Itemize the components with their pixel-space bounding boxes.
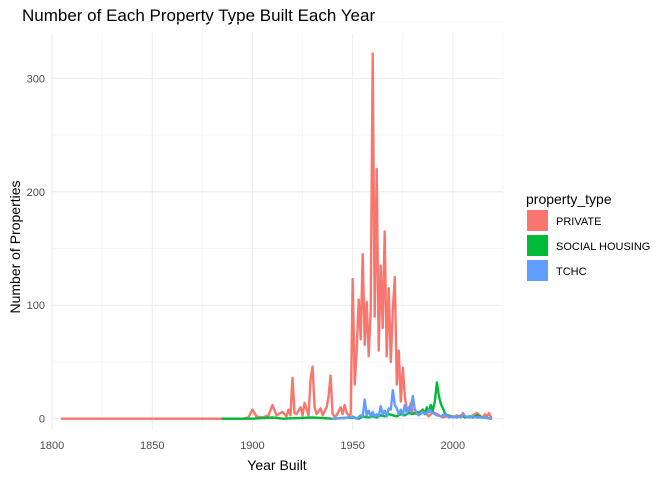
x-tick-label: 1950	[340, 440, 364, 452]
legend-title: property_type	[526, 191, 612, 207]
y-axis-title: Number of Properties	[7, 180, 23, 313]
series-line-tchc	[331, 389, 493, 420]
y-tick-label: 200	[27, 187, 45, 199]
legend-label: SOCIAL HOUSING	[556, 241, 650, 253]
x-tick-label: 1900	[240, 440, 264, 452]
x-tick-label: 2000	[441, 440, 465, 452]
y-axis-ticks: 0 100 200 300	[27, 73, 45, 425]
legend-swatch	[527, 260, 548, 281]
series-lines	[60, 52, 493, 420]
y-tick-label: 0	[39, 414, 45, 426]
y-tick-label: 100	[27, 300, 45, 312]
legend: property_type PRIVATE SOCIAL HOUSING TCHC	[526, 191, 650, 281]
x-tick-label: 1850	[140, 440, 164, 452]
chart-title: Number of Each Property Type Built Each …	[22, 6, 375, 25]
legend-swatch	[527, 210, 548, 231]
x-tick-label: 1800	[40, 440, 64, 452]
series-line-private	[60, 52, 493, 420]
legend-label: TCHC	[556, 266, 587, 278]
legend-swatch	[527, 235, 548, 256]
legend-label: PRIVATE	[556, 216, 601, 228]
y-tick-label: 300	[27, 73, 45, 85]
x-axis-ticks: 1800 1850 1900 1950 2000	[40, 440, 465, 452]
x-axis-title: Year Built	[247, 457, 307, 473]
